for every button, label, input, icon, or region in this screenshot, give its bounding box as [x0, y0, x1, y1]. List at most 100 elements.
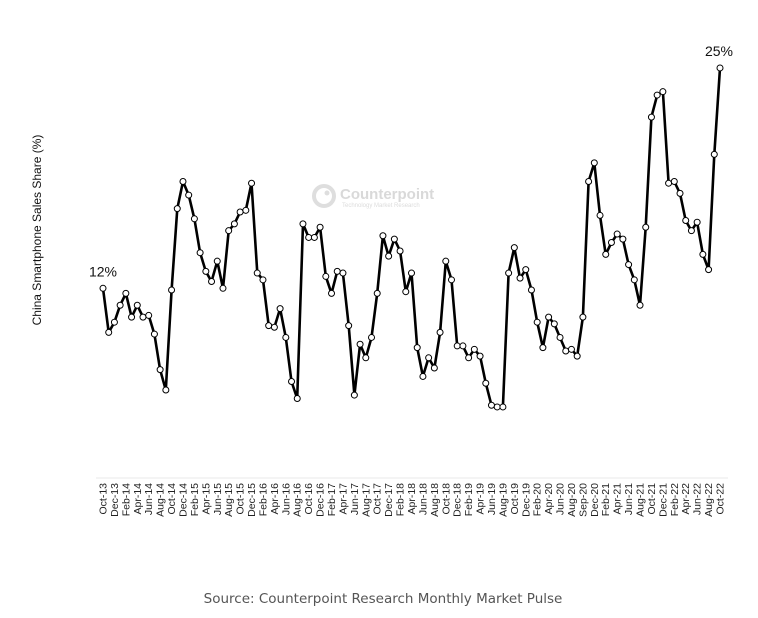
- data-point: [459, 342, 467, 350]
- data-point: [659, 88, 667, 96]
- data-point: [716, 64, 724, 72]
- x-tick-label: Aug-22: [703, 483, 715, 517]
- data-point: [242, 206, 250, 214]
- data-point: [607, 239, 615, 247]
- data-point: [282, 333, 290, 341]
- data-point: [208, 278, 216, 286]
- data-point: [642, 223, 650, 231]
- data-label: 12%: [89, 263, 117, 279]
- data-point: [636, 301, 644, 309]
- data-point: [236, 208, 244, 216]
- x-tick-label: Jun-20: [555, 483, 567, 515]
- x-tick-label: Dec-18: [452, 483, 464, 517]
- x-tick-label: Apr-15: [200, 483, 212, 515]
- x-tick-label: Apr-18: [406, 483, 418, 515]
- x-tick-label: Feb-14: [120, 483, 132, 516]
- data-point: [499, 403, 507, 411]
- x-tick-label: Aug-20: [566, 483, 578, 517]
- data-point: [413, 344, 421, 352]
- data-point: [310, 233, 318, 241]
- data-point: [670, 178, 678, 186]
- data-point: [368, 333, 376, 341]
- x-tick-label: Dec-16: [315, 483, 327, 517]
- data-point: [630, 276, 638, 284]
- data-point: [345, 322, 353, 330]
- data-point: [213, 257, 221, 265]
- y-axis-label: China Smartphone Sales Share (%): [30, 135, 44, 326]
- x-tick-label: Oct-13: [98, 483, 110, 515]
- watermark-tagline: Technology Market Research: [342, 203, 420, 209]
- data-point: [128, 313, 136, 321]
- data-point: [265, 322, 273, 330]
- data-point: [248, 179, 256, 187]
- data-point: [156, 366, 164, 374]
- data-point: [487, 401, 495, 409]
- x-tick-label: Jun-18: [417, 483, 429, 515]
- data-point: [453, 342, 461, 350]
- x-tick-label: Sep-20: [577, 483, 589, 517]
- data-point: [590, 159, 598, 167]
- data-point: [516, 274, 524, 282]
- data-point: [122, 289, 130, 297]
- data-point: [168, 286, 176, 294]
- data-point: [299, 220, 307, 228]
- x-tick-label: Oct-14: [166, 483, 178, 515]
- x-tick-label: Feb-18: [395, 483, 407, 516]
- data-point: [533, 318, 541, 326]
- x-tick-label: Dec-19: [520, 483, 532, 517]
- data-label: 25%: [705, 43, 733, 59]
- x-tick-label: Apr-14: [132, 483, 144, 515]
- x-tick-label: Aug-17: [360, 483, 372, 517]
- x-tick-label: Oct-18: [440, 483, 452, 515]
- data-point: [625, 261, 633, 269]
- data-point: [710, 150, 718, 158]
- x-tick-label: Oct-16: [303, 483, 315, 515]
- x-tick-label: Dec-21: [657, 483, 669, 517]
- x-tick-label: Apr-19: [475, 483, 487, 515]
- data-point: [322, 272, 330, 280]
- x-tick-label: Apr-21: [612, 483, 624, 515]
- data-point: [293, 394, 301, 402]
- data-point: [527, 286, 535, 294]
- data-point: [105, 328, 113, 336]
- x-tick-label: Aug-14: [155, 483, 167, 517]
- data-point: [676, 189, 684, 197]
- x-tick-label: Oct-21: [646, 483, 658, 515]
- x-tick-label: Apr-22: [680, 483, 692, 515]
- data-point: [339, 269, 347, 277]
- data-point: [425, 354, 433, 362]
- series-line: [101, 67, 722, 409]
- x-tick-label: Jun-15: [212, 483, 224, 515]
- data-point: [430, 364, 438, 372]
- data-point: [573, 352, 581, 360]
- x-tick-label: Apr-17: [337, 483, 349, 515]
- watermark-logo: Counterpoint Technology Market Research: [312, 184, 434, 209]
- data-point: [202, 267, 210, 275]
- data-point: [225, 227, 233, 235]
- data-point: [288, 378, 296, 386]
- data-point: [647, 113, 655, 121]
- data-point: [522, 266, 530, 274]
- x-tick-label: Aug-16: [292, 483, 304, 517]
- x-tick-label: Dec-14: [177, 483, 189, 517]
- x-tick-label: Dec-13: [109, 483, 121, 517]
- data-point: [693, 218, 701, 226]
- data-point: [442, 257, 450, 265]
- data-point: [687, 227, 695, 235]
- x-tick-label: Jun-16: [280, 483, 292, 515]
- data-point: [305, 233, 313, 241]
- data-point: [447, 276, 455, 284]
- data-point: [510, 244, 518, 252]
- data-point: [270, 323, 278, 331]
- data-point: [476, 352, 484, 360]
- data-point: [705, 266, 713, 274]
- data-point: [465, 354, 473, 362]
- data-point: [173, 205, 181, 213]
- data-point: [259, 276, 267, 284]
- data-point: [150, 330, 158, 338]
- data-point: [145, 311, 153, 319]
- x-tick-label: Feb-16: [257, 483, 269, 516]
- data-point: [665, 179, 673, 187]
- x-tick-label: Oct-22: [715, 483, 727, 515]
